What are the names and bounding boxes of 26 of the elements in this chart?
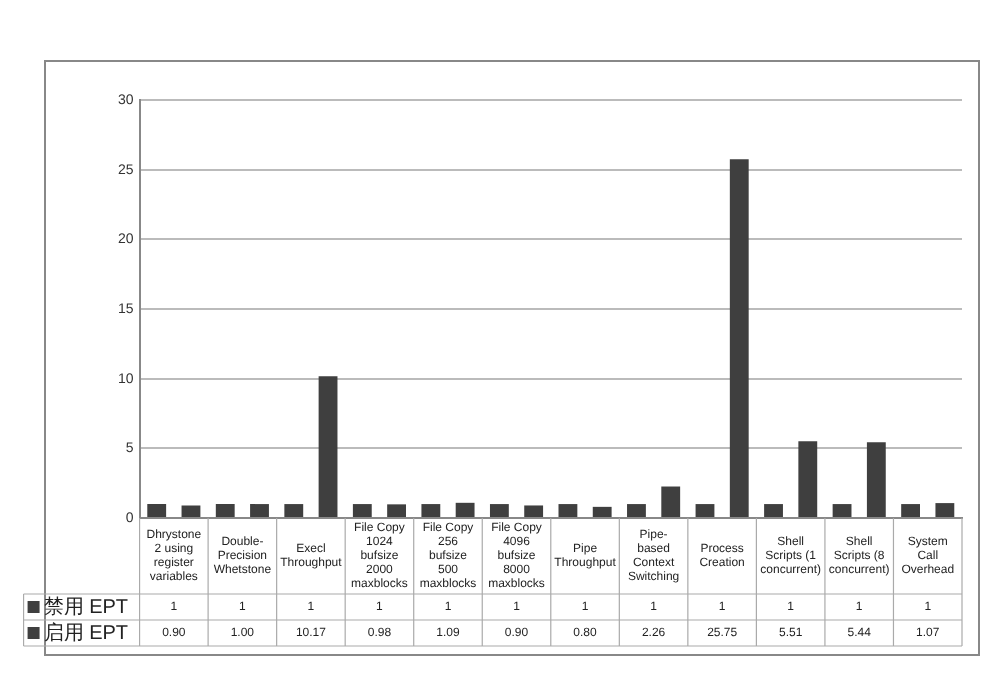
bar <box>764 504 783 517</box>
bar <box>832 504 852 517</box>
bar <box>901 504 921 517</box>
bar <box>695 504 715 517</box>
bar <box>352 504 372 517</box>
bar <box>147 504 167 517</box>
bar <box>558 504 578 517</box>
bar <box>215 504 235 517</box>
bar <box>524 505 544 517</box>
bar <box>661 486 681 517</box>
bar <box>729 159 749 517</box>
bar <box>935 503 955 517</box>
legend-label: 启用 EPT <box>43 620 129 645</box>
bar <box>318 376 338 517</box>
bar <box>284 504 304 517</box>
bar <box>455 502 475 517</box>
bar <box>181 505 201 517</box>
bar <box>627 504 646 517</box>
bar <box>250 504 269 517</box>
bar <box>421 504 441 517</box>
bar <box>798 441 818 517</box>
bar <box>592 506 612 517</box>
bar <box>489 504 509 517</box>
legend-label: 禁用 EPT <box>43 594 129 619</box>
bar <box>866 442 886 517</box>
bar <box>387 504 407 517</box>
